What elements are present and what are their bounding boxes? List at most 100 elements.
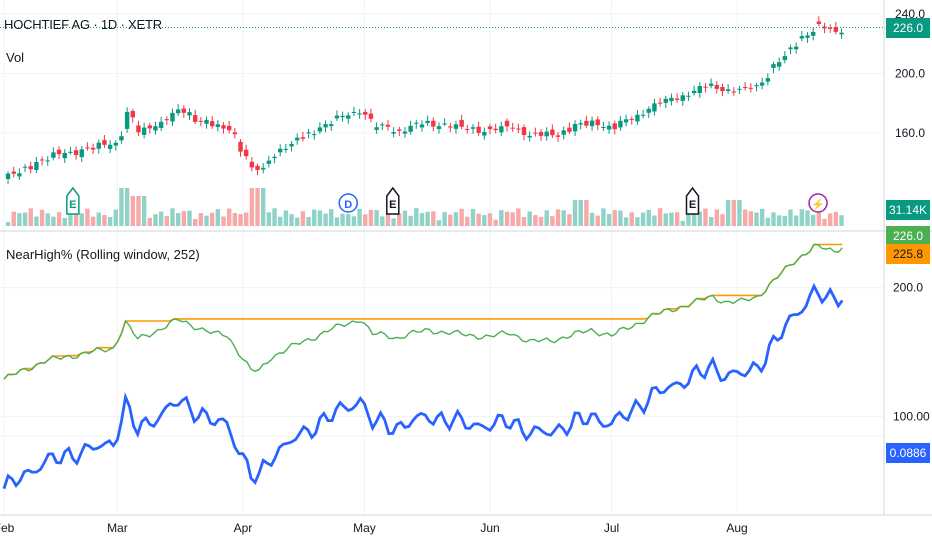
volume-bar	[663, 213, 668, 226]
candle-body	[414, 122, 419, 124]
candle-body	[578, 123, 583, 125]
volume-bar	[561, 210, 566, 226]
volume-bar	[295, 217, 300, 226]
volume-bar	[136, 196, 141, 226]
candle-body	[748, 87, 754, 89]
volume-bar	[306, 217, 311, 226]
earnings-marker-icon: E	[386, 186, 400, 215]
candle-body	[295, 137, 300, 141]
event-marker-letter: E	[689, 199, 696, 211]
volume-bar	[266, 212, 272, 226]
volume-bar	[652, 215, 657, 226]
candle-body	[771, 64, 776, 68]
volume-bar	[317, 210, 323, 226]
candle-body	[465, 128, 470, 130]
volume-bar	[187, 210, 192, 226]
volume-bar	[640, 212, 646, 226]
candle-body	[11, 171, 16, 174]
volume-bar	[323, 213, 328, 226]
indicator-label[interactable]: NearHigh% (Rolling window, 252)	[6, 247, 200, 262]
volume-bar	[725, 200, 731, 226]
volume-bar	[686, 211, 691, 226]
candle-body	[17, 173, 22, 177]
candle-body	[453, 124, 459, 129]
candle-body	[487, 126, 493, 130]
volume-bar	[731, 200, 737, 226]
candle-body	[674, 98, 680, 100]
volume-bar	[771, 212, 776, 226]
volume-bar	[249, 188, 255, 226]
candle-body	[408, 125, 413, 132]
volume-bar	[351, 216, 357, 226]
event-marker-shape	[685, 186, 700, 215]
volume-bar	[22, 212, 28, 226]
candles	[5, 16, 844, 185]
candle-body	[351, 111, 357, 114]
candle-body	[300, 137, 306, 139]
volume-badge: 31.14K	[886, 200, 930, 220]
symbol-title[interactable]: HOCHTIEF AG · 1D · XETR	[4, 17, 162, 32]
volume-bar	[657, 208, 663, 226]
candle-body	[725, 89, 731, 91]
candle-body	[754, 85, 759, 87]
volume-bar	[442, 212, 447, 226]
candle-body	[164, 119, 170, 121]
volume-bar	[141, 196, 147, 226]
candle-body	[810, 31, 816, 36]
candle-body	[510, 127, 515, 129]
volume-bar	[714, 209, 719, 226]
volume-bar	[278, 216, 283, 226]
candle-body	[334, 115, 340, 119]
candle-body	[765, 78, 771, 82]
candle-body	[759, 82, 765, 86]
candle-body	[697, 86, 702, 94]
event-marker-letter: D	[344, 199, 352, 211]
candle-body	[663, 98, 668, 103]
candle-body	[5, 173, 11, 180]
candle-body	[79, 149, 84, 158]
indicator-high-badge: 225.8	[886, 244, 930, 264]
volume-bar	[544, 210, 549, 226]
candle-body	[68, 151, 73, 153]
volume-bar	[487, 213, 493, 226]
candle-body	[708, 83, 714, 86]
volume-bar	[363, 214, 368, 226]
candle-body	[181, 108, 187, 113]
volume-bar	[85, 208, 90, 226]
candle-body	[397, 129, 402, 131]
candle-body	[833, 26, 839, 32]
candle-body	[170, 112, 175, 122]
volume-bar	[153, 214, 158, 226]
time-axis-label: Mar	[107, 521, 128, 535]
candle-body	[312, 134, 317, 136]
candle-body	[822, 26, 827, 29]
volume-bar	[533, 214, 538, 226]
candle-body	[249, 161, 255, 168]
volume-label[interactable]: Vol	[6, 50, 25, 65]
volume-bar	[606, 214, 612, 226]
candle-body	[482, 131, 487, 136]
candle-body	[493, 128, 498, 131]
volume-bar	[793, 215, 799, 226]
volume-bar	[646, 209, 651, 226]
volume-bar	[158, 211, 164, 226]
volume-bar	[28, 208, 33, 226]
candle-body	[555, 135, 561, 137]
volume-bar	[425, 211, 430, 226]
candle-body	[192, 115, 198, 122]
candle-body	[782, 56, 788, 61]
candle-body	[459, 120, 464, 127]
volume-bar	[527, 211, 532, 226]
price-tick-label: 160.0	[895, 126, 925, 140]
volume-bar	[799, 209, 805, 226]
volume-bar	[776, 215, 782, 226]
volume-bar	[243, 212, 249, 226]
volume-bar	[385, 211, 391, 226]
rolling-high-line	[3, 243, 843, 380]
candle-body	[102, 140, 107, 145]
volume-bar	[181, 211, 187, 226]
volume-bar	[436, 220, 442, 226]
candle-body	[85, 147, 90, 149]
volume-bar	[289, 214, 294, 226]
